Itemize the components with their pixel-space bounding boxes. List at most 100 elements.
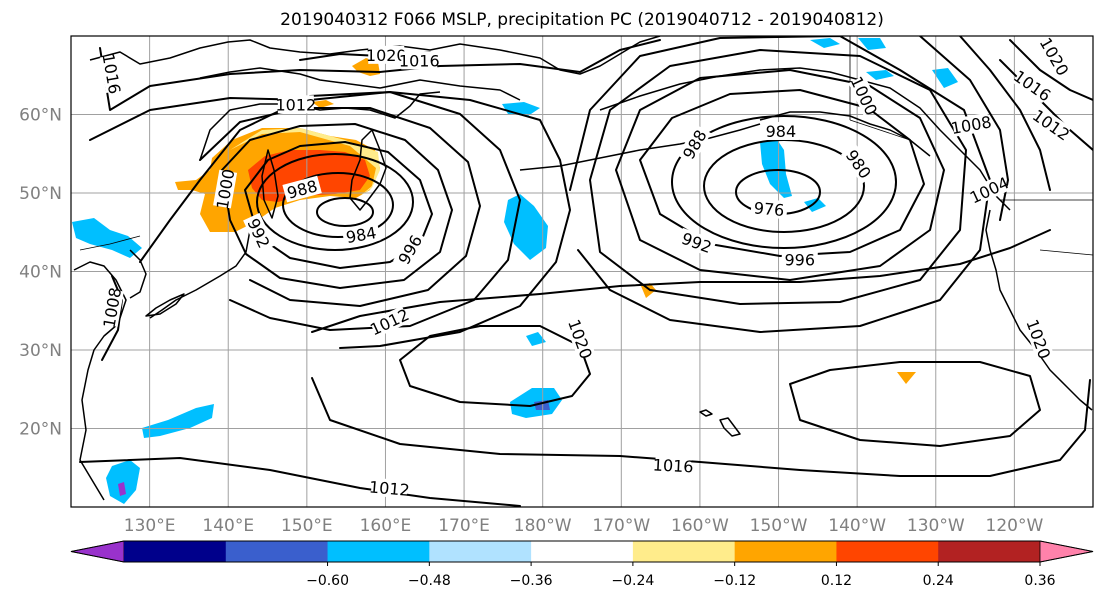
- isobar-1016-north: [99, 39, 661, 111]
- isobar-label-background: [565, 319, 596, 360]
- lon-tick-label: 170°E: [438, 516, 490, 536]
- precip-positive-region-small-1: [312, 100, 334, 108]
- lon-tick-label: 180°W: [514, 516, 572, 536]
- colorbar-tick-label: −0.60: [306, 573, 349, 589]
- isobar-label: 984: [341, 222, 381, 247]
- isobar-label-background: [368, 45, 405, 64]
- precip-negative-region-small-7: [866, 70, 894, 80]
- colorbar-tick-label: 0.36: [1024, 573, 1055, 589]
- isobar-label: 996: [781, 250, 818, 270]
- isobar-1012-south: [79, 457, 521, 507]
- isobar-988-west: [282, 172, 394, 238]
- precip-negative-region-sea-of-japan: [72, 218, 142, 258]
- precip-negative-region-central: [504, 194, 548, 260]
- isobar-label-text: 1020: [366, 46, 407, 65]
- precip-negative-region-china: [142, 404, 214, 438]
- isobar-1008-west: [139, 91, 521, 331]
- isobar-label-background: [654, 455, 692, 476]
- isobar-label-background: [951, 112, 991, 137]
- colorbar-tick-label: −0.36: [510, 573, 553, 589]
- isobar-992-west: [256, 153, 414, 251]
- isobar-1004-east: [919, 36, 1009, 221]
- isobar-996-west: [244, 141, 433, 269]
- isobar-984-east: [671, 115, 897, 249]
- isobar-label-background: [369, 305, 410, 338]
- colorbar-segment: [124, 541, 227, 562]
- isobars: [79, 36, 1093, 507]
- lon-tick-label: 150°E: [281, 516, 333, 536]
- map-title: 2019040312 F066 MSLP, precipitation PC (…: [280, 10, 884, 30]
- colorbar-tick-label: −0.12: [713, 573, 756, 589]
- isobar-label-background: [762, 121, 799, 140]
- precip-negative-region-small-6: [810, 38, 840, 48]
- lon-tick-label: 160°E: [360, 516, 412, 536]
- colorbar: −0.60−0.48−0.36−0.24−0.120.120.240.360.4…: [70, 540, 1094, 589]
- isobar-label-background: [841, 144, 877, 184]
- isobar-label-background: [370, 477, 409, 499]
- isobar-1008-coast: [101, 275, 123, 361]
- lat-tick-label: 40°N: [19, 263, 62, 283]
- isobar-992-east: [615, 69, 945, 281]
- lat-tick-label: 30°N: [19, 341, 62, 361]
- colorbar-segment: [429, 541, 532, 562]
- isobar-label: 1020: [366, 45, 407, 65]
- isobar-label-background: [677, 124, 712, 165]
- colorbar-segment: [836, 541, 939, 562]
- precip-negative-region-south-china: [106, 460, 140, 504]
- isobar-1008-east: [959, 36, 1051, 191]
- lon-tick-label: 140°W: [828, 516, 886, 536]
- colorbar-segment: [938, 541, 1041, 562]
- lat-tick-label: 60°N: [19, 106, 62, 126]
- colorbar-extend-low: [70, 540, 125, 563]
- isobar-label-text: 1016: [652, 455, 694, 476]
- isobar-1016-east: [1009, 39, 1093, 101]
- map-frame: [70, 35, 1094, 508]
- isobar-label-background: [99, 288, 124, 327]
- isobar-label-text: 996: [784, 251, 815, 270]
- isobar-label: 984: [762, 121, 799, 141]
- isobar-label: 988: [282, 175, 322, 203]
- isobar-label-background: [1037, 36, 1072, 77]
- colorbar-segment: [327, 541, 430, 562]
- isobar-label: 1012: [368, 477, 410, 499]
- precip-negative-region-alaska: [760, 138, 792, 198]
- isobar-label-background: [1024, 319, 1054, 360]
- isobar-label-background: [401, 51, 438, 70]
- isobar-1020-east-ridge: [789, 361, 1041, 447]
- lon-tick-label: 160°W: [671, 516, 729, 536]
- lat-tick-label: 50°N: [19, 184, 62, 204]
- isobar-980-east: [703, 139, 865, 233]
- colorbar-segment: [632, 541, 736, 562]
- isobar-1016-subtropic: [311, 229, 1051, 333]
- colorbar-tick-label: 0.12: [821, 573, 852, 589]
- precip-negative-region-small-9: [858, 38, 886, 50]
- lon-tick-label: 150°W: [750, 516, 808, 536]
- precip-positive-region-small-3: [897, 372, 916, 384]
- isobar-label-background: [243, 212, 275, 254]
- isobar-label-text: 1012: [368, 477, 410, 499]
- isobar-label-background: [341, 222, 381, 247]
- colorbar-tick-label: −0.48: [408, 573, 451, 589]
- isobar-label-background: [676, 227, 717, 258]
- isobar-label-background: [969, 174, 1010, 206]
- longitude-axis: 130°E 140°E 150°E 160°E 170°E 180°W 170°W 160°W…: [124, 516, 1044, 536]
- lon-tick-label: 130°W: [907, 516, 965, 536]
- colorbar-tick-label: −0.24: [611, 573, 654, 589]
- isobar-label-text: 976: [753, 198, 785, 220]
- isobar-label: 976: [750, 198, 788, 220]
- precip-strong-region-okhotsk: [248, 150, 370, 202]
- borders: [79, 36, 1093, 256]
- isobar-label-background: [750, 198, 788, 220]
- isobar-label: 1016: [399, 51, 440, 70]
- colorbar-segment: [734, 541, 837, 562]
- isobar-label-text: 1012: [275, 95, 316, 114]
- isobar-label-background: [277, 95, 314, 114]
- isobar-label: 1016: [652, 455, 694, 476]
- lon-tick-label: 120°W: [986, 516, 1044, 536]
- colorbar-segment: [531, 541, 634, 562]
- isobar-label-text: 984: [766, 122, 797, 141]
- precip-negative-region-small-8: [932, 68, 958, 88]
